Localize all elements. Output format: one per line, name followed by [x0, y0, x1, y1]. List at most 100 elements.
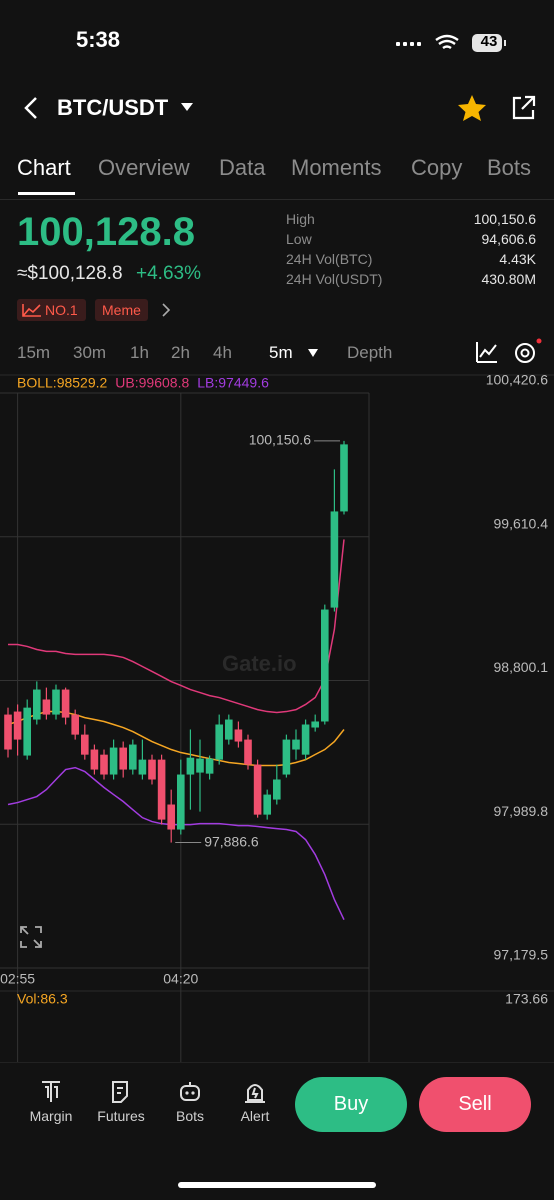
indicator-button[interactable] — [475, 340, 499, 364]
candle-body — [81, 734, 89, 755]
share-button[interactable] — [510, 95, 536, 121]
stat-label: 24H Vol(BTC) — [286, 251, 373, 267]
home-indicator — [178, 1182, 376, 1188]
candle-body — [253, 764, 262, 815]
volume-label: Vol:86.3 — [17, 991, 68, 1007]
pair-selector[interactable]: BTC/USDT — [57, 95, 169, 120]
back-button[interactable] — [22, 96, 42, 120]
candle-body — [330, 511, 339, 608]
price-change: +4.63% — [136, 263, 201, 284]
candle-body — [157, 759, 166, 820]
legend-entry: LB:97449.6 — [197, 375, 269, 391]
last-price: 100,128.8 — [17, 210, 195, 254]
volume-axis-label: 173.66 — [505, 991, 548, 1007]
y-tick-label: 98,800.1 — [494, 659, 549, 675]
y-tick-label: 99,610.4 — [494, 515, 549, 531]
candle-body — [138, 759, 147, 775]
nav-label: Bots — [175, 1108, 204, 1124]
tab[interactable]: Copy — [411, 155, 463, 180]
candle-body — [263, 794, 271, 815]
interval-tab[interactable]: 15m — [17, 343, 51, 362]
interval-dropdown[interactable] — [307, 348, 319, 358]
settings-button[interactable] — [513, 338, 543, 366]
tag-badge[interactable]: Meme — [95, 299, 148, 321]
candle-body — [100, 754, 108, 775]
candle-body — [244, 739, 252, 765]
stat-label: Low — [286, 231, 312, 247]
candle-body — [23, 707, 31, 756]
kline-chart: 97,179.5 97,989.8 98,800.1 99,610.4 100,420.… — [0, 372, 554, 1062]
rank-icon — [22, 304, 41, 317]
active-tab-indicator — [18, 192, 75, 195]
status-icons — [396, 34, 506, 52]
tab[interactable]: Moments — [291, 155, 382, 180]
battery-level: 43 — [480, 33, 498, 50]
candle-body — [109, 747, 118, 775]
tab[interactable]: Chart — [17, 155, 71, 180]
candle-body — [186, 757, 195, 775]
candle-body — [292, 739, 300, 750]
candle-body — [282, 739, 291, 775]
nav-icon — [245, 1084, 265, 1103]
candle-body — [148, 759, 156, 780]
candle-body — [234, 729, 243, 742]
candle-body — [177, 774, 185, 830]
tab[interactable]: Bots — [487, 155, 532, 180]
nav-icon — [42, 1081, 60, 1102]
stat-value: 4.43K — [499, 251, 536, 267]
fullscreen-button[interactable] — [20, 926, 42, 948]
annotation-label: 100,150.6 — [249, 432, 311, 448]
boll-line — [7, 710, 345, 767]
candle-body — [273, 779, 281, 800]
nav-label: Alert — [240, 1108, 270, 1124]
interval-tab[interactable]: 2h — [171, 343, 190, 362]
candle-body — [42, 699, 51, 715]
legend-entry: BOLL:98529.2 — [17, 375, 108, 391]
candle-body — [167, 804, 175, 830]
interval-tab[interactable]: 30m — [73, 343, 107, 362]
x-tick-label: 02:55 — [0, 971, 35, 987]
depth-tab[interactable]: Depth — [347, 343, 393, 362]
sell-button[interactable]: Sell — [419, 1077, 531, 1132]
candle-body — [225, 719, 233, 740]
boll-line — [7, 766, 345, 920]
boll-line — [8, 539, 345, 714]
stat-label: 24H Vol(USDT) — [286, 271, 383, 287]
candle-body — [205, 758, 214, 774]
y-tick-label: 97,179.5 — [494, 947, 549, 963]
nav-icon — [112, 1081, 128, 1103]
candle-body — [71, 714, 79, 735]
candle-body — [311, 721, 319, 728]
favorite-star[interactable] — [457, 94, 487, 122]
watermark: Gate.io — [222, 651, 297, 676]
pair-dropdown[interactable] — [180, 101, 194, 113]
more-tags[interactable] — [160, 303, 172, 317]
nav-icon — [180, 1082, 200, 1101]
candle-body — [90, 749, 99, 770]
divider — [0, 199, 554, 200]
y-tick-label: 100,420.6 — [486, 372, 548, 388]
candle-body — [196, 758, 204, 773]
annotation-label: 97,886.6 — [204, 833, 259, 849]
candle-body — [215, 724, 223, 760]
stat-value: 94,606.6 — [481, 231, 537, 247]
candle-body — [340, 444, 348, 512]
candle-body — [13, 711, 22, 740]
tab[interactable]: Data — [219, 155, 266, 180]
candle-body — [301, 724, 310, 755]
fiat-price: ≈$100,128.8 — [17, 263, 123, 284]
status-time: 5:38 — [76, 27, 121, 52]
candle-body — [52, 689, 60, 715]
stat-value: 100,150.6 — [473, 211, 536, 227]
interval-tab[interactable]: 4h — [213, 343, 232, 362]
legend-entry: UB:99608.8 — [115, 375, 189, 391]
y-tick-label: 97,989.8 — [494, 803, 549, 819]
candle-body — [129, 744, 137, 770]
tab[interactable]: Overview — [98, 155, 190, 180]
interval-tab[interactable]: 5m — [269, 343, 293, 362]
interval-tab[interactable]: 1h — [130, 343, 149, 362]
stat-value: 430.80M — [481, 271, 536, 287]
stat-label: High — [286, 211, 315, 227]
buy-button[interactable]: Buy — [295, 1077, 407, 1132]
